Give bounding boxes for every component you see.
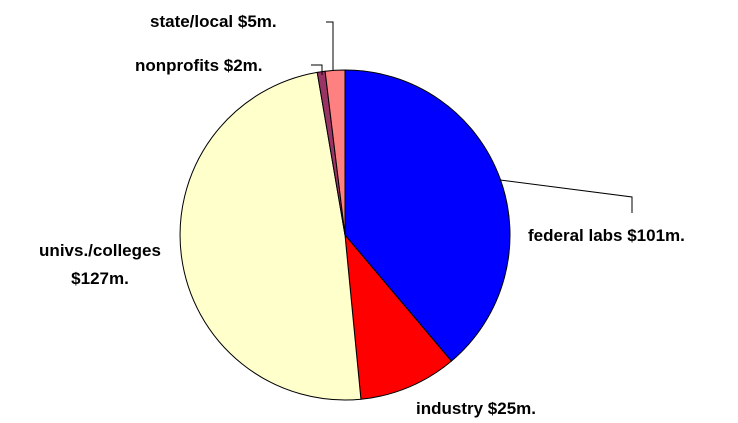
pie-slice-federal-labs — [344, 69, 511, 362]
labels-layer: federal labs $101m. industry $25m. univs… — [39, 12, 685, 418]
label-univs-colleges-line2: $127m. — [71, 269, 129, 288]
label-industry: industry $25m. — [416, 399, 536, 418]
label-state-local: state/local $5m. — [150, 12, 277, 31]
slices-layer — [179, 69, 511, 401]
label-federal-labs: federal labs $101m. — [528, 226, 685, 245]
leader-line-federal-labs — [499, 179, 633, 213]
leader-line-nonprofits — [311, 64, 323, 75]
leader-line-state-local — [326, 21, 334, 71]
label-univs-colleges-line1: univs./colleges — [39, 241, 161, 260]
leader-lines-layer — [311, 21, 633, 213]
pie-slice-industry — [344, 233, 453, 400]
pie-slice-state-local — [324, 69, 346, 236]
pie-slice-univs-colleges — [179, 71, 362, 401]
label-nonprofits: nonprofits $2m. — [135, 56, 263, 75]
